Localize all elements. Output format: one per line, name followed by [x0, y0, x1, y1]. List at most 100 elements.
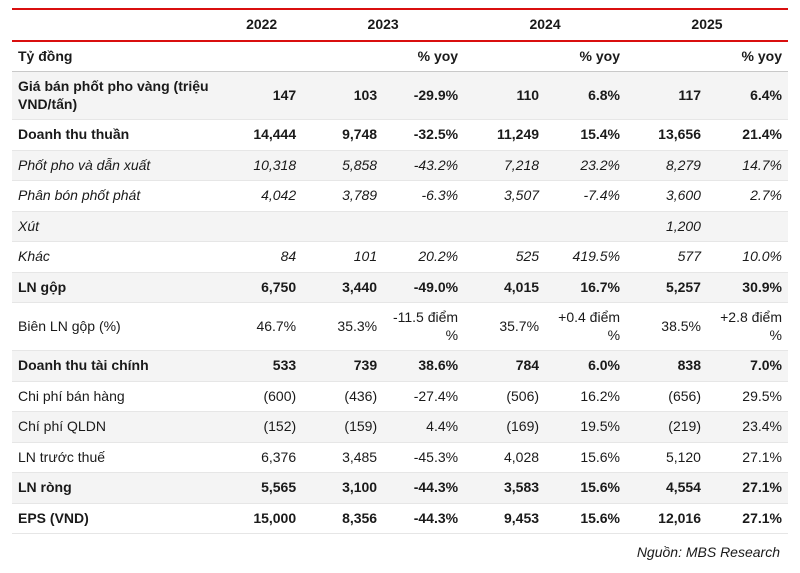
- cell-value: 12,016: [626, 503, 707, 534]
- header-empty: [464, 41, 545, 72]
- yoy-label-2023: % yoy: [383, 41, 464, 72]
- cell-value: 3,440: [302, 272, 383, 303]
- row-label: Giá bán phốt pho vàng (triệu VND/tấn): [12, 72, 221, 120]
- table-row: Biên LN gộp (%)46.7%35.3%-11.5 điểm %35.…: [12, 303, 788, 351]
- cell-yoy: 4.4%: [383, 412, 464, 443]
- cell-yoy: 2.7%: [707, 181, 788, 212]
- cell-value: 101: [302, 242, 383, 273]
- yoy-label-2025: % yoy: [707, 41, 788, 72]
- cell-value: 38.5%: [626, 303, 707, 351]
- year-2023: 2023: [302, 9, 464, 41]
- cell-value: [302, 211, 383, 242]
- cell-value: (506): [464, 381, 545, 412]
- row-label: Phốt pho và dẫn xuất: [12, 150, 221, 181]
- cell-value: [464, 211, 545, 242]
- header-empty: [221, 41, 302, 72]
- header-blank: [12, 9, 221, 41]
- cell-value: (159): [302, 412, 383, 443]
- row-label: Xút: [12, 211, 221, 242]
- cell-yoy: 30.9%: [707, 272, 788, 303]
- cell-value: 739: [302, 351, 383, 382]
- table-row: Phốt pho và dẫn xuất10,3185,858-43.2%7,2…: [12, 150, 788, 181]
- table-row: Chi phí bán hàng(600)(436)-27.4%(506)16.…: [12, 381, 788, 412]
- row-label: EPS (VND): [12, 503, 221, 534]
- cell-value: 3,485: [302, 442, 383, 473]
- table-row: LN ròng5,5653,100-44.3%3,58315.6%4,55427…: [12, 473, 788, 504]
- year-2024: 2024: [464, 9, 626, 41]
- cell-value: 5,565: [221, 473, 302, 504]
- cell-value: (436): [302, 381, 383, 412]
- cell-yoy: 10.0%: [707, 242, 788, 273]
- row-label: LN gộp: [12, 272, 221, 303]
- cell-value: 577: [626, 242, 707, 273]
- cell-yoy: 23.2%: [545, 150, 626, 181]
- cell-yoy: 27.1%: [707, 503, 788, 534]
- cell-yoy: +2.8 điểm %: [707, 303, 788, 351]
- cell-value: 8,279: [626, 150, 707, 181]
- cell-value: 117: [626, 72, 707, 120]
- cell-value: 5,120: [626, 442, 707, 473]
- cell-value: 3,789: [302, 181, 383, 212]
- cell-yoy: 29.5%: [707, 381, 788, 412]
- cell-value: (600): [221, 381, 302, 412]
- cell-value: [221, 211, 302, 242]
- header-empty: [302, 41, 383, 72]
- cell-yoy: 27.1%: [707, 473, 788, 504]
- cell-value: 11,249: [464, 120, 545, 151]
- table-row: LN trước thuế6,3763,485-45.3%4,02815.6%5…: [12, 442, 788, 473]
- unit-header-row: Tỷ đồng % yoy % yoy % yoy: [12, 41, 788, 72]
- cell-value: (656): [626, 381, 707, 412]
- cell-yoy: -29.9%: [383, 72, 464, 120]
- financials-table: 2022 2023 2024 2025 Tỷ đồng % yoy % yoy …: [12, 8, 788, 534]
- cell-yoy: 15.6%: [545, 473, 626, 504]
- cell-yoy: -11.5 điểm %: [383, 303, 464, 351]
- table-row: EPS (VND)15,0008,356-44.3%9,45315.6%12,0…: [12, 503, 788, 534]
- yoy-label-2024: % yoy: [545, 41, 626, 72]
- table-row: LN gộp6,7503,440-49.0%4,01516.7%5,25730.…: [12, 272, 788, 303]
- cell-value: 15,000: [221, 503, 302, 534]
- cell-yoy: 6.8%: [545, 72, 626, 120]
- cell-yoy: +0.4 điểm %: [545, 303, 626, 351]
- cell-value: 838: [626, 351, 707, 382]
- row-label: Doanh thu thuần: [12, 120, 221, 151]
- cell-value: (169): [464, 412, 545, 443]
- cell-yoy: -6.3%: [383, 181, 464, 212]
- cell-value: 3,100: [302, 473, 383, 504]
- cell-value: 8,356: [302, 503, 383, 534]
- year-2025: 2025: [626, 9, 788, 41]
- year-2022: 2022: [221, 9, 302, 41]
- header-empty: [626, 41, 707, 72]
- row-label: LN trước thuế: [12, 442, 221, 473]
- cell-value: 4,028: [464, 442, 545, 473]
- cell-yoy: 15.6%: [545, 503, 626, 534]
- cell-value: 5,257: [626, 272, 707, 303]
- cell-yoy: [383, 211, 464, 242]
- cell-yoy: [707, 211, 788, 242]
- cell-value: 6,750: [221, 272, 302, 303]
- unit-label: Tỷ đồng: [12, 41, 221, 72]
- table-row: Phân bón phốt phát4,0423,789-6.3%3,507-7…: [12, 181, 788, 212]
- row-label: Chí phí QLDN: [12, 412, 221, 443]
- cell-value: 3,507: [464, 181, 545, 212]
- cell-yoy: 27.1%: [707, 442, 788, 473]
- cell-value: 13,656: [626, 120, 707, 151]
- cell-yoy: -49.0%: [383, 272, 464, 303]
- cell-yoy: 7.0%: [707, 351, 788, 382]
- cell-value: 9,748: [302, 120, 383, 151]
- year-header-row: 2022 2023 2024 2025: [12, 9, 788, 41]
- cell-yoy: 16.7%: [545, 272, 626, 303]
- row-label: Khác: [12, 242, 221, 273]
- cell-yoy: 38.6%: [383, 351, 464, 382]
- cell-value: (152): [221, 412, 302, 443]
- cell-yoy: 19.5%: [545, 412, 626, 443]
- table-row: Giá bán phốt pho vàng (triệu VND/tấn)147…: [12, 72, 788, 120]
- cell-yoy: -7.4%: [545, 181, 626, 212]
- cell-value: 35.7%: [464, 303, 545, 351]
- cell-yoy: 14.7%: [707, 150, 788, 181]
- table-row: Doanh thu tài chính53373938.6%7846.0%838…: [12, 351, 788, 382]
- cell-yoy: 20.2%: [383, 242, 464, 273]
- cell-value: 147: [221, 72, 302, 120]
- cell-value: (219): [626, 412, 707, 443]
- cell-value: 6,376: [221, 442, 302, 473]
- cell-yoy: [545, 211, 626, 242]
